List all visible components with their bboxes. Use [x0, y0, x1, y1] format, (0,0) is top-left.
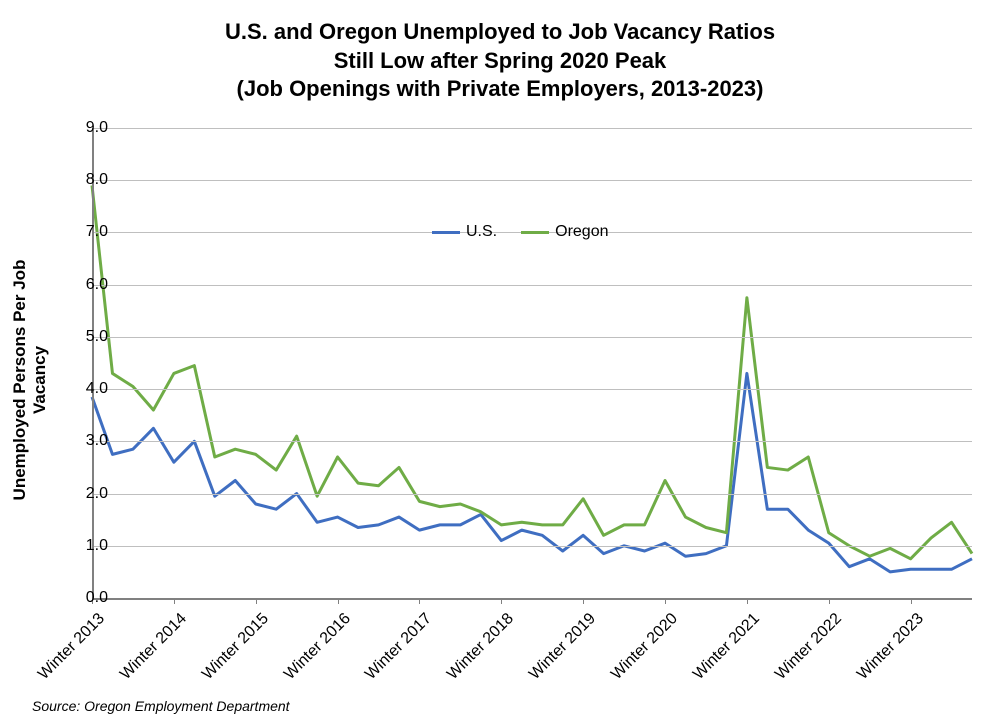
chart-title: U.S. and Oregon Unemployed to Job Vacanc… [0, 18, 1000, 104]
y-axis-label: Unemployed Persons Per Job Vacancy [10, 230, 50, 530]
x-tick-mark [665, 598, 666, 604]
y-tick-label: 2.0 [58, 485, 108, 503]
series-line-u-s- [92, 373, 972, 571]
series-line-oregon [92, 185, 972, 558]
x-tick-mark [501, 598, 502, 604]
legend-item-us: U.S. [432, 223, 497, 241]
y-tick-label: 8.0 [58, 171, 108, 189]
x-tick-mark [174, 598, 175, 604]
x-tick-mark [256, 598, 257, 604]
y-tick-label: 0.0 [58, 589, 108, 607]
y-axis-line [92, 128, 94, 598]
gridline [92, 337, 972, 338]
source-note: Source: Oregon Employment Department [32, 698, 290, 714]
gridline [92, 128, 972, 129]
gridline [92, 389, 972, 390]
y-tick-label: 9.0 [58, 119, 108, 137]
chart-container: U.S. and Oregon Unemployed to Job Vacanc… [0, 0, 1000, 726]
x-tick-mark [419, 598, 420, 604]
x-tick-mark [911, 598, 912, 604]
x-tick-mark [583, 598, 584, 604]
x-tick-mark [338, 598, 339, 604]
legend-swatch-oregon [521, 231, 549, 234]
y-tick-label: 3.0 [58, 432, 108, 450]
gridline [92, 441, 972, 442]
plot-area [92, 128, 972, 598]
gridline [92, 285, 972, 286]
title-line-2: Still Low after Spring 2020 Peak [0, 47, 1000, 76]
line-series-svg [92, 128, 972, 598]
legend-swatch-us [432, 231, 460, 234]
title-line-3: (Job Openings with Private Employers, 20… [0, 75, 1000, 104]
title-line-1: U.S. and Oregon Unemployed to Job Vacanc… [0, 18, 1000, 47]
x-tick-label: Winter 2023 [830, 610, 928, 708]
legend-label-us: U.S. [466, 223, 497, 241]
x-axis-line [92, 598, 972, 600]
y-tick-label: 7.0 [58, 223, 108, 241]
legend: U.S. Oregon [432, 223, 609, 241]
legend-item-oregon: Oregon [521, 223, 608, 241]
legend-label-oregon: Oregon [555, 223, 608, 241]
y-tick-label: 5.0 [58, 328, 108, 346]
x-tick-mark [747, 598, 748, 604]
gridline [92, 180, 972, 181]
x-tick-mark [829, 598, 830, 604]
y-tick-label: 1.0 [58, 537, 108, 555]
y-tick-label: 4.0 [58, 380, 108, 398]
y-tick-label: 6.0 [58, 276, 108, 294]
gridline [92, 546, 972, 547]
gridline [92, 494, 972, 495]
